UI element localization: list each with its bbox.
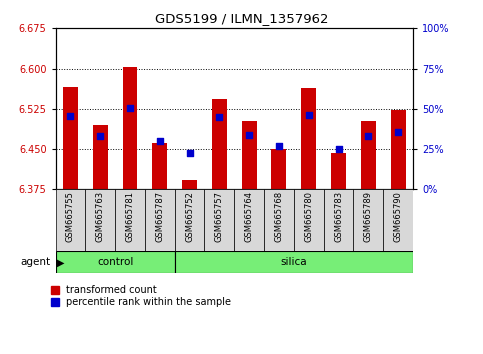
Bar: [391, 110, 406, 189]
Text: GSM665763: GSM665763: [96, 191, 105, 242]
Text: GSM665755: GSM665755: [66, 191, 75, 242]
Bar: [56, 189, 85, 251]
Text: GSM665789: GSM665789: [364, 191, 373, 242]
Text: GSM665787: GSM665787: [156, 191, 164, 242]
Bar: [234, 189, 264, 251]
Text: GSM665768: GSM665768: [274, 191, 284, 242]
Bar: [204, 189, 234, 251]
Bar: [115, 189, 145, 251]
Bar: [264, 189, 294, 251]
Point: [364, 133, 372, 138]
Bar: [242, 121, 256, 189]
Point: [67, 113, 74, 119]
Point: [245, 132, 253, 137]
Bar: [175, 251, 413, 273]
Bar: [324, 189, 354, 251]
Bar: [93, 125, 108, 189]
Text: GSM665783: GSM665783: [334, 191, 343, 242]
Bar: [145, 189, 175, 251]
Text: ▶: ▶: [57, 257, 64, 267]
Point: [126, 105, 134, 110]
Bar: [331, 153, 346, 189]
Bar: [294, 189, 324, 251]
Text: silica: silica: [281, 257, 307, 267]
Point: [305, 112, 313, 118]
Point: [97, 133, 104, 139]
Text: GSM665781: GSM665781: [126, 191, 134, 242]
Text: GSM665757: GSM665757: [215, 191, 224, 242]
Point: [394, 130, 402, 135]
Bar: [383, 189, 413, 251]
Bar: [301, 88, 316, 189]
Bar: [212, 99, 227, 189]
Text: GSM665780: GSM665780: [304, 191, 313, 242]
Bar: [182, 180, 197, 189]
Point: [215, 114, 223, 120]
Point: [335, 146, 342, 152]
Text: agent: agent: [21, 257, 51, 267]
Point: [156, 138, 164, 143]
Bar: [56, 251, 175, 273]
Bar: [354, 189, 383, 251]
Text: GSM665752: GSM665752: [185, 191, 194, 242]
Bar: [85, 189, 115, 251]
Bar: [361, 121, 376, 189]
Text: GSM665790: GSM665790: [394, 191, 402, 242]
Bar: [63, 87, 78, 189]
Bar: [152, 143, 167, 189]
Point: [185, 150, 193, 156]
Bar: [175, 189, 204, 251]
Text: GSM665764: GSM665764: [245, 191, 254, 242]
Legend: transformed count, percentile rank within the sample: transformed count, percentile rank withi…: [51, 285, 231, 307]
Text: GDS5199 / ILMN_1357962: GDS5199 / ILMN_1357962: [155, 12, 328, 25]
Bar: [271, 149, 286, 189]
Text: control: control: [97, 257, 133, 267]
Bar: [123, 67, 138, 189]
Point: [275, 144, 283, 149]
